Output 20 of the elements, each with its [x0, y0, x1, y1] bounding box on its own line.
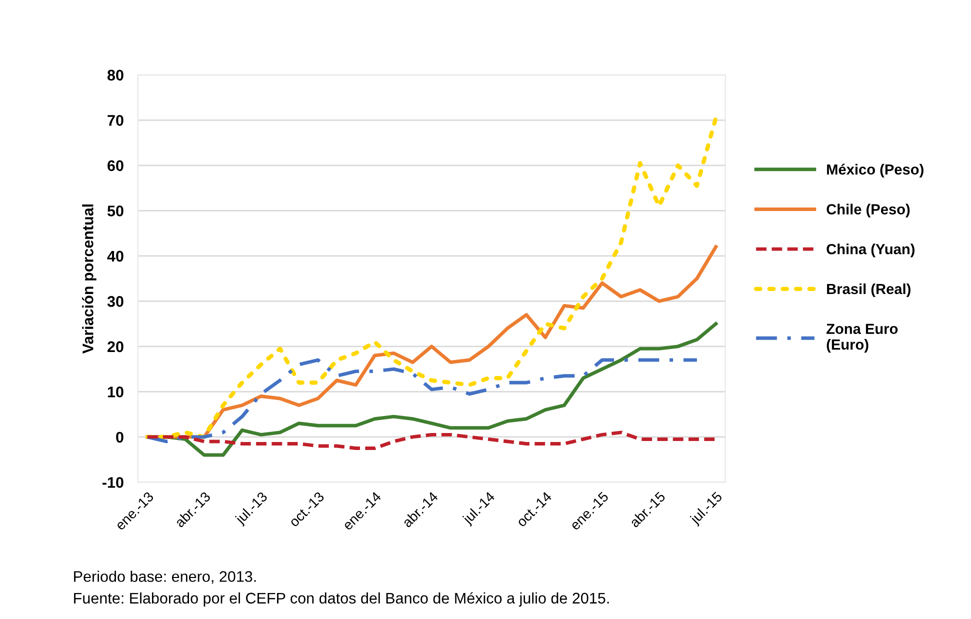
text: Periodo base: enero, 2013. — [74, 570, 256, 584]
line-series — [146, 358, 699, 444]
y-tick-label: 80 — [107, 70, 124, 81]
y-tick-label: 70 — [108, 115, 124, 126]
y-tick-label: -10 — [102, 477, 124, 488]
y-tick-label: 30 — [107, 296, 124, 307]
legend-label: Zona Euro (Euro) — [826, 324, 898, 353]
source-note: Fuente: Elaborado por el CEFP con datos del Banco de México a julio de 2015. — [74, 592, 609, 607]
legend-label: China (Yuan) — [826, 244, 914, 258]
y-axis-title: Variación porcentual — [82, 204, 96, 354]
y-tick-label: 20 — [108, 341, 124, 352]
y-tick-label: 40 — [107, 250, 124, 262]
legend-label: Brasil (Real) — [827, 283, 910, 298]
legend-label: México (Peso) — [827, 164, 924, 178]
y-tick-label: 10 — [108, 386, 124, 398]
line-series — [145, 116, 718, 440]
y-tick-label: 0 — [116, 432, 124, 443]
legend-label: Chile (Peso) — [826, 204, 910, 218]
y-tick-label: 60 — [108, 160, 124, 172]
y-tick-label: 50 — [107, 206, 124, 216]
